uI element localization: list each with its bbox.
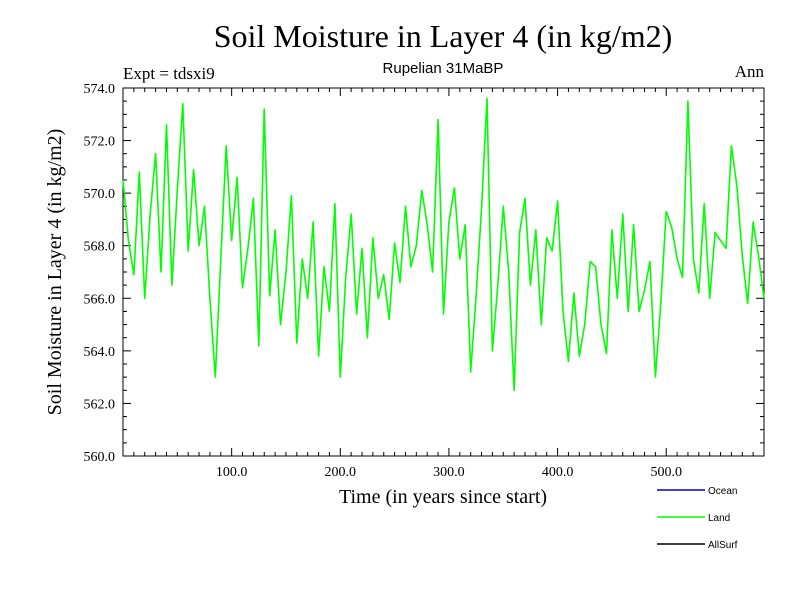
x-tick-label: 300.0 — [433, 465, 465, 480]
legend-label-allsurf: AllSurf — [708, 540, 738, 551]
x-axis: 100.0 200.0 300.0 400.0 500.0 — [133, 88, 754, 480]
experiment-label: Expt = tdsxi9 — [123, 64, 215, 83]
y-tick-label: 574.0 — [84, 82, 116, 97]
y-tick-label: 560.0 — [84, 450, 116, 465]
chart-subtitle: Rupelian 31MaBP — [383, 60, 504, 77]
y-tick-label: 570.0 — [84, 187, 116, 202]
legend: Ocean Land AllSurf — [657, 486, 738, 551]
x-tick-label: 500.0 — [650, 465, 682, 480]
series-layer — [122, 97, 765, 392]
legend-label-land: Land — [708, 513, 730, 524]
y-axis-label: Soil Moisture in Layer 4 (in kg/m2) — [44, 129, 66, 416]
legend-label-ocean: Ocean — [708, 486, 737, 497]
y-tick-label: 564.0 — [84, 345, 116, 360]
x-tick-label: 200.0 — [325, 465, 357, 480]
plot-frame — [122, 87, 765, 457]
x-tick-label: 100.0 — [216, 465, 248, 480]
y-tick-label: 572.0 — [84, 135, 116, 150]
y-tick-label: 562.0 — [84, 397, 116, 412]
x-axis-label: Time (in years since start) — [339, 486, 547, 508]
y-tick-label: 568.0 — [84, 240, 116, 255]
y-axis: 560.0 562.0 564.0 566.0 568.0 570.0 572.0 574.0 — [84, 82, 764, 465]
plot-area: 560.0 562.0 564.0 566.0 568.0 570.0 572.0 574.0… — [84, 82, 765, 480]
chart-title: Soil Moisture in Layer 4 (in kg/m2) — [214, 18, 673, 54]
y-tick-label: 566.0 — [84, 292, 116, 307]
season-label: Ann — [735, 62, 765, 81]
x-tick-label: 400.0 — [542, 465, 574, 480]
series-line-land — [122, 97, 765, 392]
